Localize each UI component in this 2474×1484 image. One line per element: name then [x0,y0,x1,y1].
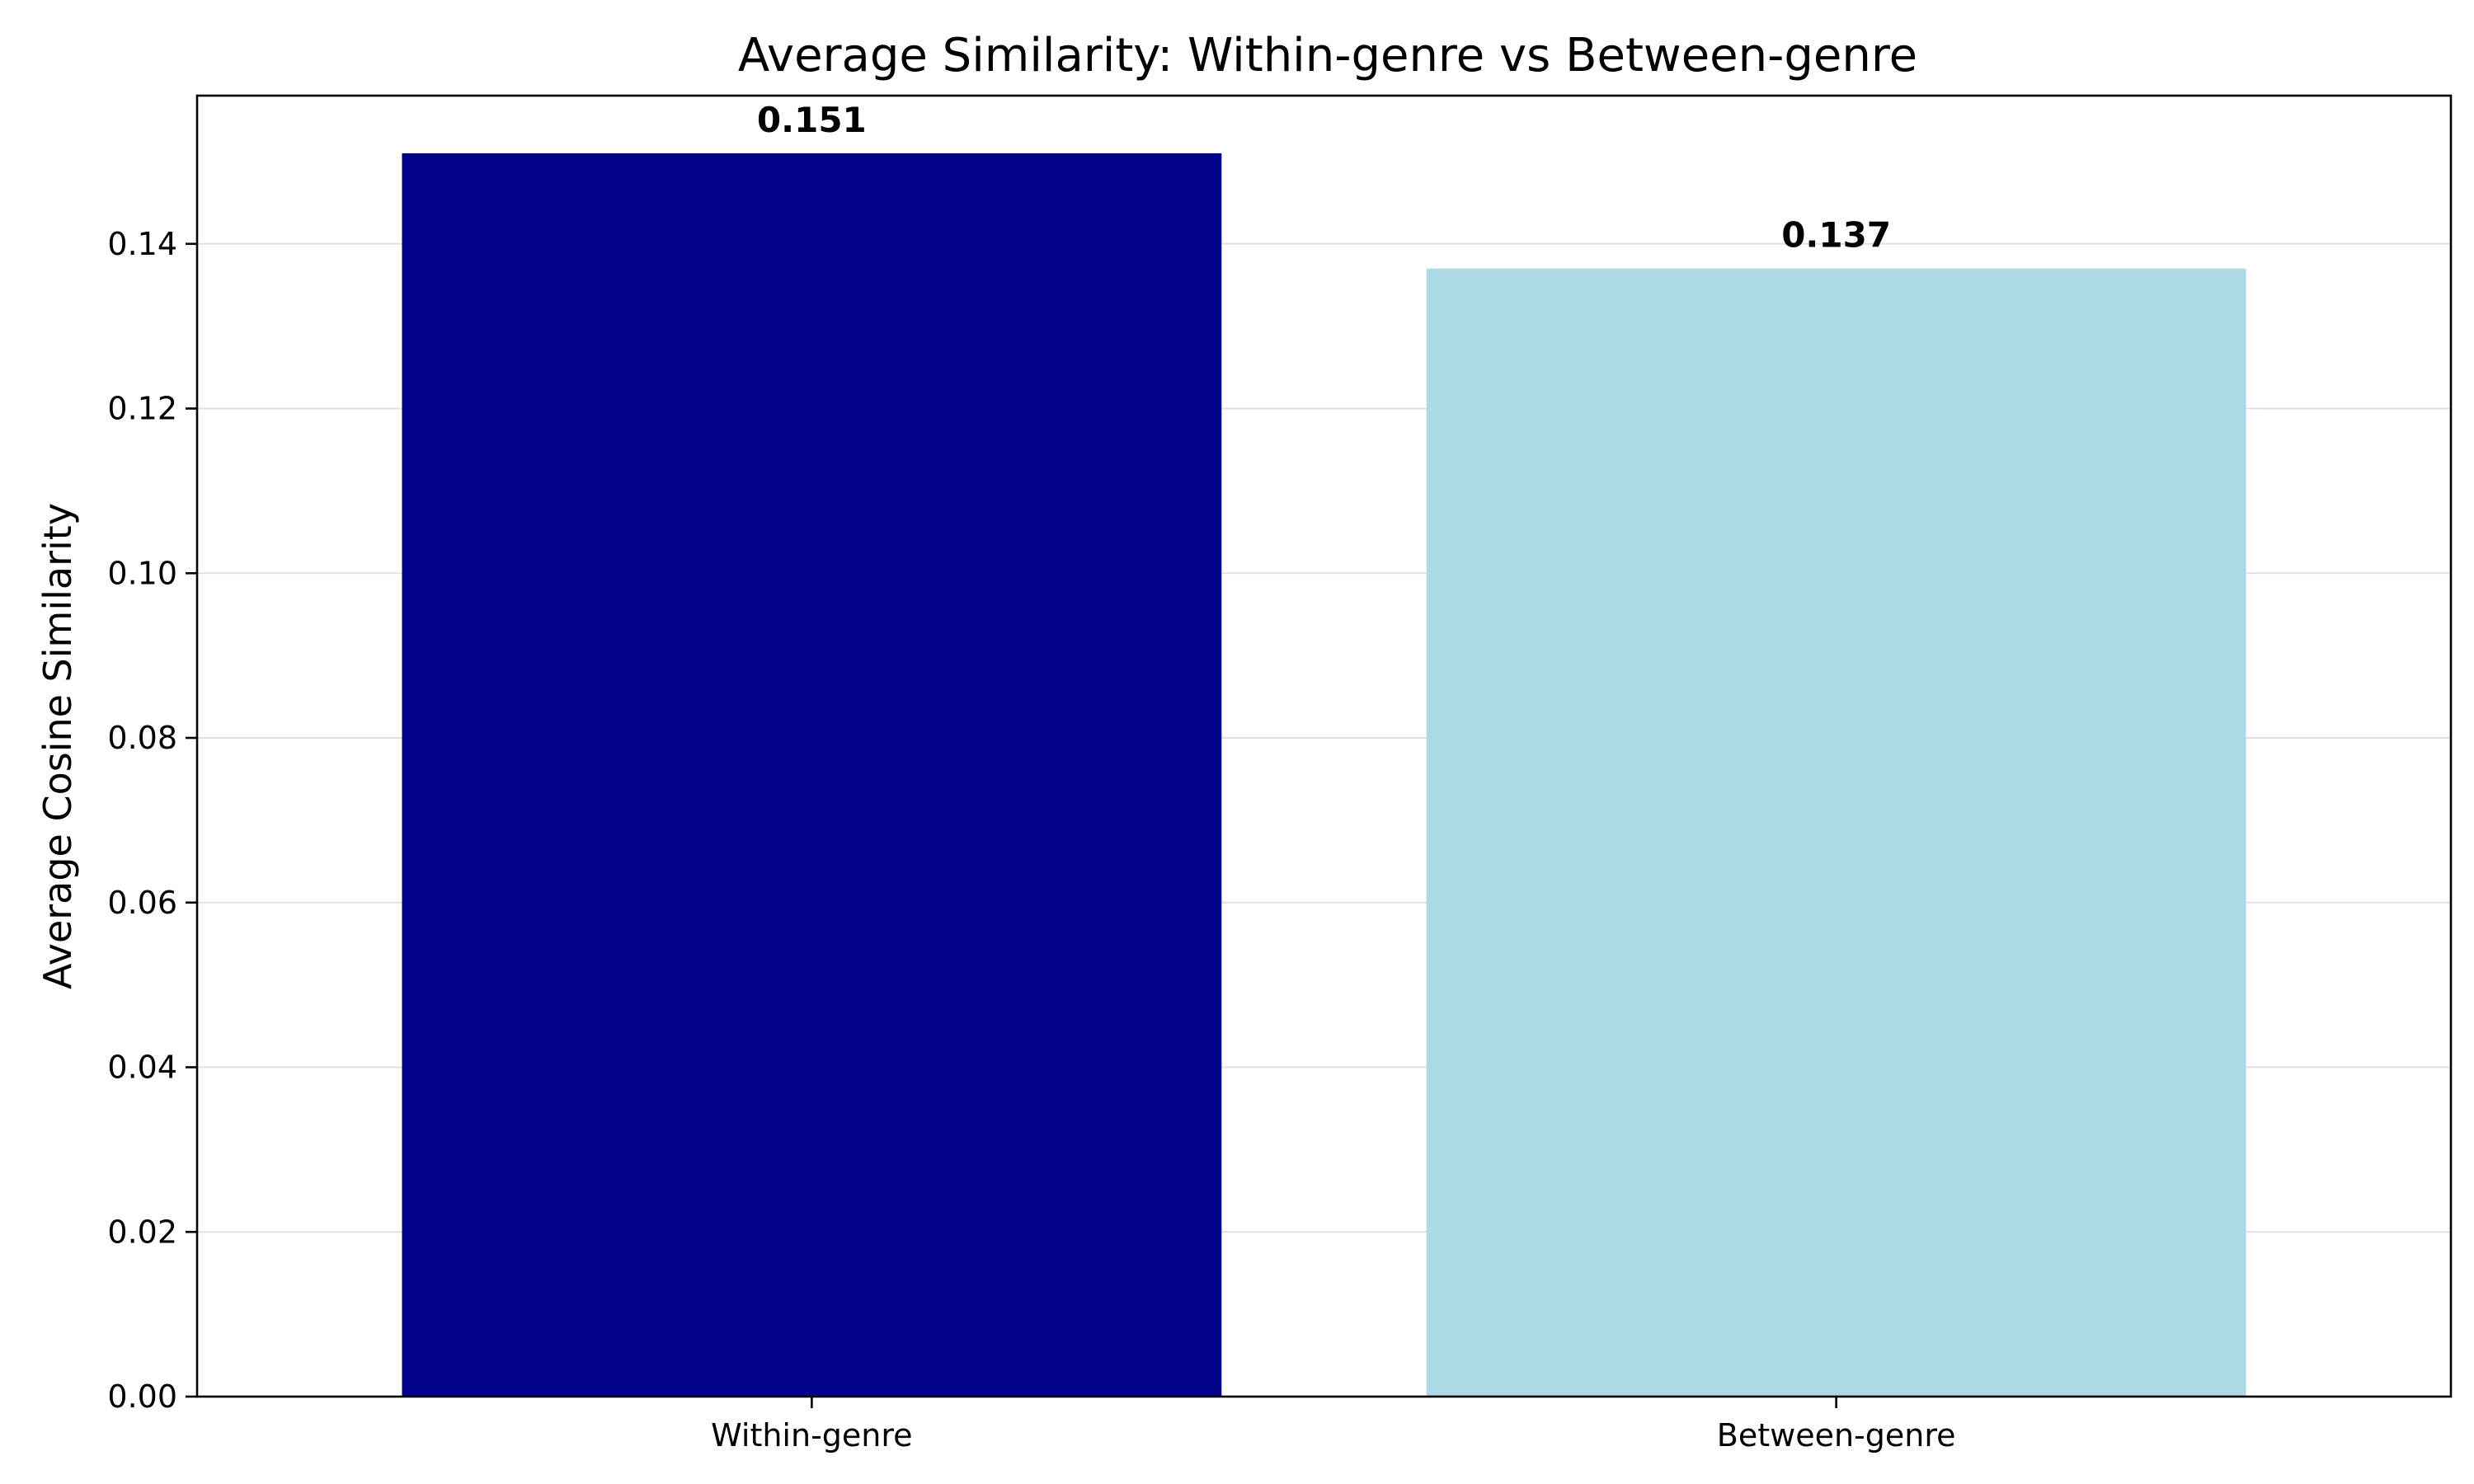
y-tick-label: 0.04 [107,1050,177,1086]
plot-frame [195,94,2453,1398]
x-axis-ticks: Within-genre Between-genre [711,1397,1956,1453]
y-tick-label: 0.12 [107,391,177,427]
y-axis-label: Average Cosine Similarity [35,503,80,989]
chart-title: Average Similarity: Within-genre vs Betw… [738,29,1917,82]
y-tick-label: 0.14 [107,226,177,262]
y-tick-label: 0.10 [107,555,177,591]
y-tick-label: 0.02 [107,1214,177,1250]
y-axis-ticks: 0.00 0.02 0.04 0.06 0.08 0.10 0.12 0.14 [107,226,197,1415]
y-tick-label: 0.00 [107,1378,177,1415]
bar-between-genre [1426,268,2246,1397]
bars [402,153,2246,1397]
bar-within-genre [402,153,1222,1397]
data-labels: 0.151 0.137 [757,100,1891,256]
y-tick-label: 0.08 [107,720,177,756]
x-tick-label: Between-genre [1717,1417,1956,1453]
x-tick-label: Within-genre [711,1417,912,1453]
data-label: 0.137 [1781,215,1891,256]
data-label: 0.151 [757,100,867,140]
y-tick-label: 0.06 [107,885,177,921]
